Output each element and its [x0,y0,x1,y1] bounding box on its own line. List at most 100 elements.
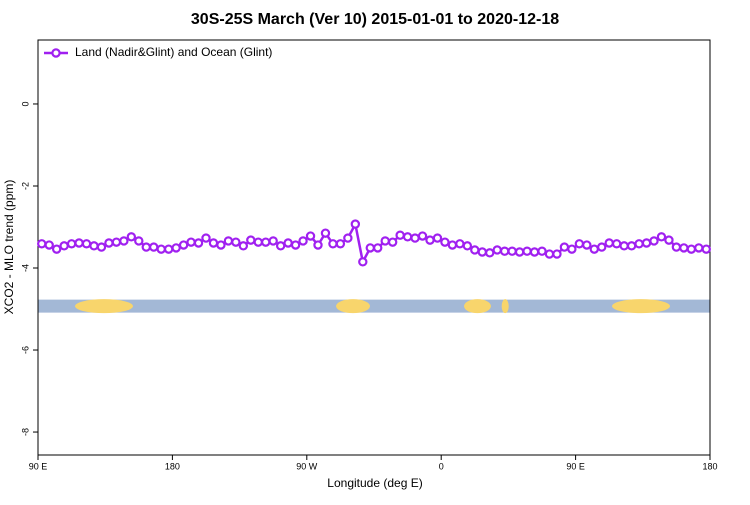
data-point [626,241,637,251]
data-point [552,249,562,259]
data-point [499,246,510,256]
data-point [514,247,525,257]
data-point [440,237,450,247]
data-point [470,245,480,255]
data-point [290,240,301,250]
data-point [305,231,316,241]
data-point [462,241,473,251]
data-point [335,239,346,249]
x-tick-label: 180 [702,461,717,471]
data-point [253,237,263,247]
data-point [380,236,390,246]
data-point [44,240,54,250]
data-point [701,244,711,254]
data-point [156,244,166,254]
x-tick-label: 90 W [296,461,318,471]
data-point [574,239,585,249]
data-point [641,238,652,248]
data-point [425,235,435,245]
data-point [529,247,540,257]
y-tick-label: -4 [20,264,30,272]
data-point [134,236,144,246]
data-point [507,246,517,256]
x-tick-label: 90 E [29,461,48,471]
data-point [365,243,375,253]
data-point [74,238,84,248]
data-point [126,232,137,242]
data-point [544,249,555,259]
data-point [619,241,629,251]
data-point [410,233,420,243]
data-point [298,236,308,246]
data-point [567,244,577,254]
data-point [492,245,502,255]
data-point [537,246,547,256]
data-point [582,240,592,250]
data-point [447,240,458,250]
land-segment [75,299,133,314]
data-point [402,232,413,242]
data-point [141,242,151,252]
data-point [37,239,47,249]
data-point [119,236,129,246]
data-point [671,242,682,252]
data-point [387,237,398,247]
land-segment [336,299,370,314]
data-point [343,233,353,243]
data-point [522,246,532,256]
data-point [246,235,256,245]
data-point [656,232,667,242]
data-point [186,237,196,247]
data-point [328,239,338,249]
data-point [66,239,77,249]
data-point [432,233,443,243]
data-point [104,238,114,248]
data-point [358,257,368,267]
data-point [261,237,271,247]
land-segment [501,299,509,314]
data-point [268,236,278,246]
data-point [171,243,181,253]
data-point [664,235,674,245]
data-point [223,236,234,246]
data-point [395,230,405,240]
chart-title: 30S-25S March (Ver 10) 2015-01-01 to 202… [191,11,559,28]
data-point [320,228,331,238]
y-tick-label: -6 [20,346,30,354]
data-point [477,247,487,257]
data-point [634,239,644,249]
data-point [597,242,607,252]
legend-label: Land (Nadir&Glint) and Ocean (Glint) [75,45,272,59]
data-point [313,240,323,250]
legend-marker [51,48,61,58]
data-point [51,244,62,254]
data-point [694,243,704,253]
data-point [59,241,69,251]
data-point [208,238,219,248]
data-point [373,243,383,253]
data-point [81,239,92,249]
x-tick-label: 180 [165,461,180,471]
data-point [686,244,697,254]
y-axis-label: XCO2 - MLO trend (ppm) [2,180,16,315]
data-point [149,242,159,252]
data-point [163,244,174,254]
data-point [559,242,570,252]
data-point [216,240,226,250]
data-point [201,233,211,243]
data-point [589,244,599,254]
y-tick-label: -2 [20,182,30,190]
y-tick-label: -8 [20,428,30,436]
data-point [275,241,286,251]
data-point [178,240,189,250]
data-point [96,242,107,252]
land-segment [612,299,670,314]
data-point [679,243,689,253]
data-point [604,238,614,248]
x-tick-label: 90 E [566,461,585,471]
data-point [611,239,622,249]
y-tick-label: 0 [20,101,30,106]
data-point [350,219,361,229]
data-point [485,248,495,258]
